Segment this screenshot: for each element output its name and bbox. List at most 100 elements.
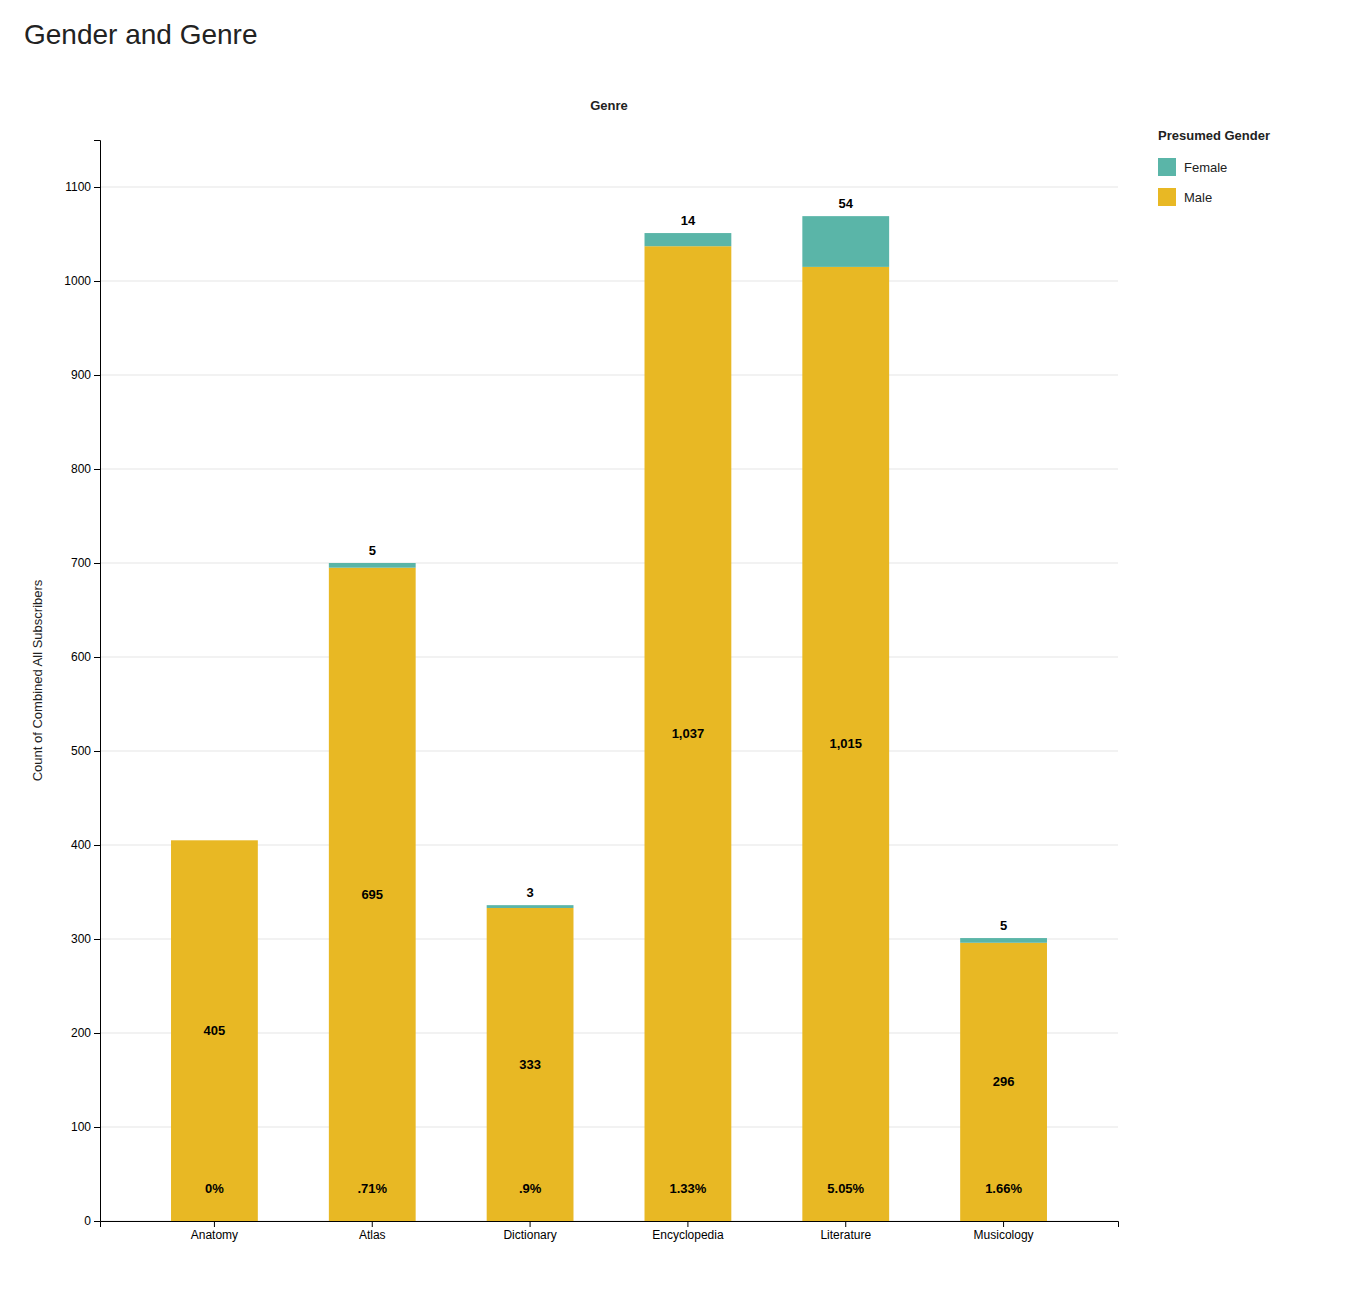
y-tick: 500	[71, 744, 100, 758]
data-label: 5	[1000, 918, 1007, 933]
bar	[645, 246, 732, 1221]
annotation: .71%	[357, 1181, 387, 1196]
x-tick-label: Anatomy	[191, 1228, 238, 1242]
legend-title: Presumed Gender	[1158, 128, 1270, 143]
bar	[802, 267, 889, 1221]
bar	[171, 840, 258, 1221]
y-tick: 600	[71, 650, 100, 664]
grid-line	[100, 187, 1118, 188]
y-tick-label: 0	[84, 1214, 91, 1228]
chart-title: Gender and Genre	[24, 19, 258, 50]
annotation: 1.66%	[985, 1181, 1022, 1196]
y-tick-line	[94, 845, 100, 846]
annotation: 5.05%	[827, 1181, 864, 1196]
x-tick-line	[530, 1221, 531, 1227]
y-tick: 700	[71, 556, 100, 570]
bar	[171, 840, 258, 841]
grid-line	[100, 375, 1118, 376]
x-tick-line	[372, 1221, 373, 1227]
y-tick-line	[94, 375, 100, 376]
y-axis-title: Count of Combined All Subscribers	[30, 579, 45, 781]
y-tick: 100	[71, 1120, 100, 1134]
y-tick-line	[94, 1033, 100, 1034]
x-tick-line	[214, 1221, 215, 1227]
x-axis-line	[101, 1222, 1119, 1228]
y-tick-label: 900	[71, 368, 91, 382]
bars	[171, 216, 1047, 1221]
y-tick: 1100	[65, 180, 100, 194]
bar	[329, 563, 416, 568]
y-axis-line	[94, 141, 101, 1222]
y-tick-line	[94, 469, 100, 470]
y-tick-label: 700	[71, 556, 91, 570]
data-label: 54	[839, 196, 854, 211]
series-1	[329, 216, 1047, 943]
annotation: 1.33%	[669, 1181, 706, 1196]
y-tick-label: 400	[71, 838, 91, 852]
grid-line	[100, 469, 1118, 470]
y-tick: 900	[71, 368, 100, 382]
y-axis: 0 100 200 300 400 500 600 700 800 900 1000 1100	[64, 141, 100, 1229]
y-tick-label: 100	[71, 1120, 91, 1134]
legend-label: Male	[1184, 190, 1212, 205]
bar	[487, 905, 574, 908]
annotation: 0%	[205, 1181, 224, 1196]
grid-line	[100, 657, 1118, 658]
y-tick: 800	[71, 462, 100, 476]
x-tick: Musicology	[974, 1221, 1034, 1242]
y-tick-line	[94, 751, 100, 752]
x-tick-label: Literature	[820, 1228, 871, 1242]
x-tick: Anatomy	[191, 1221, 238, 1242]
grid-line	[100, 281, 1118, 282]
chart-svg: Gender and Genre 0 100 200 300 400 500 600 700 80…	[0, 0, 1358, 1291]
y-tick: 0	[84, 1214, 100, 1228]
data-label: 1,015	[829, 736, 862, 751]
y-tick: 200	[71, 1026, 100, 1040]
y-tick: 300	[71, 932, 100, 946]
y-tick-line	[94, 939, 100, 940]
bar	[329, 568, 416, 1221]
legend-item: Female	[1158, 158, 1227, 176]
y-tick-line	[94, 1221, 100, 1222]
data-labels: 4056953331,0371,01529653145450%.71%.9%1.…	[204, 196, 1023, 1196]
data-label: 14	[681, 213, 696, 228]
y-tick-line	[94, 1127, 100, 1128]
data-label: 5	[369, 543, 376, 558]
y-tick-line	[94, 187, 100, 188]
legend-label: Female	[1184, 160, 1227, 175]
x-axis: Anatomy Atlas Dictionary Encyclopedia Litera…	[101, 1221, 1119, 1242]
x-tick-label: Musicology	[974, 1228, 1034, 1242]
bar	[645, 233, 732, 246]
annotation: .9%	[519, 1181, 542, 1196]
data-label: 405	[204, 1023, 226, 1038]
x-tick-label: Atlas	[359, 1228, 386, 1242]
x-tick: Dictionary	[503, 1221, 556, 1242]
bar	[960, 943, 1047, 1221]
y-tick-label: 500	[71, 744, 91, 758]
y-tick-label: 200	[71, 1026, 91, 1040]
y-tick-label: 600	[71, 650, 91, 664]
grid-line	[100, 563, 1118, 564]
series-0	[171, 246, 1047, 1221]
data-label: 296	[993, 1074, 1015, 1089]
grid-line	[100, 751, 1118, 752]
x-tick-label: Dictionary	[503, 1228, 556, 1242]
y-tick-label: 1000	[64, 274, 91, 288]
y-tick-line	[94, 563, 100, 564]
y-tick: 400	[71, 838, 100, 852]
x-tick: Encyclopedia	[652, 1221, 724, 1242]
x-tick-line	[687, 1221, 688, 1227]
y-tick-line	[94, 281, 100, 282]
x-tick: Atlas	[359, 1221, 386, 1242]
bar	[487, 908, 574, 1221]
data-label: 695	[361, 887, 383, 902]
legend-swatch	[1158, 158, 1176, 176]
y-tick-label: 300	[71, 932, 91, 946]
x-tick: Literature	[820, 1221, 871, 1242]
legend: Presumed Gender Female Male	[1158, 128, 1270, 206]
y-tick-label: 800	[71, 462, 91, 476]
x-axis-title: Genre	[590, 98, 628, 113]
data-label: 1,037	[672, 726, 705, 741]
x-tick-line	[1003, 1221, 1004, 1227]
data-label: 333	[519, 1057, 541, 1072]
